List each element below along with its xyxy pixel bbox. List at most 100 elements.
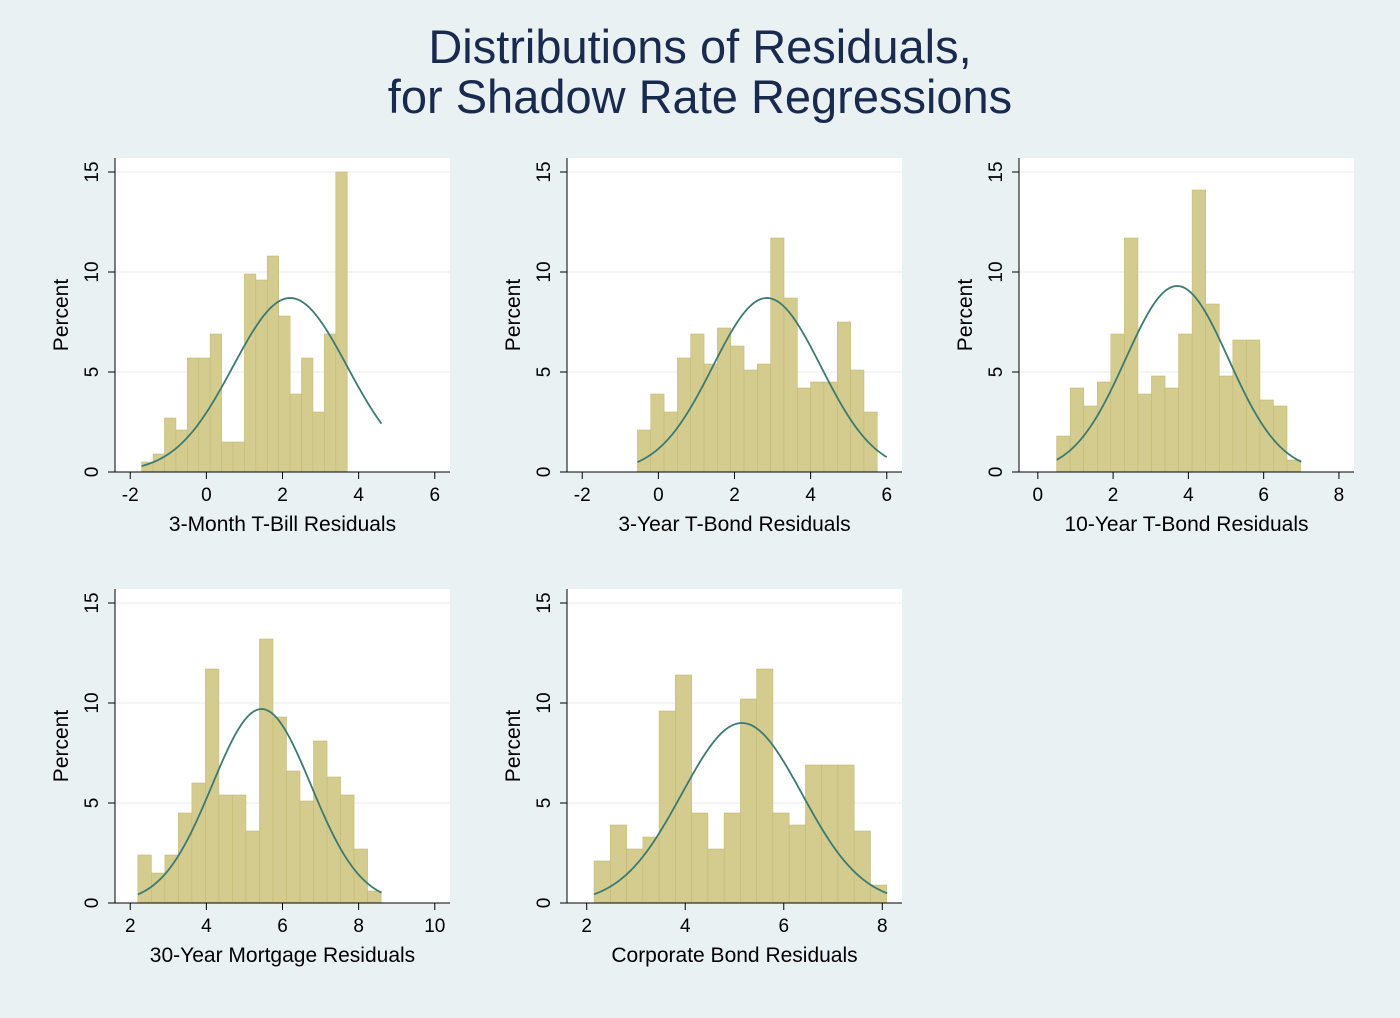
x-tick-label: 10	[424, 916, 445, 937]
histogram-bar	[797, 387, 811, 473]
histogram-bar	[1246, 339, 1261, 473]
histogram-bar	[1218, 375, 1234, 473]
histogram-bar	[743, 369, 758, 473]
histogram-bar	[593, 860, 611, 904]
y-tick-label: 0	[534, 898, 555, 909]
histogram-bar	[164, 417, 177, 473]
y-tick-label: 0	[534, 467, 555, 478]
histogram-bar	[301, 357, 314, 473]
histogram-bar	[286, 770, 301, 904]
histogram-panel-2: -2 0 2 4 6 0 5 10 15 3-Year T-Bond Residuals Perce…	[502, 158, 902, 536]
y-tick-label: 5	[534, 367, 555, 378]
histogram-bar	[610, 824, 627, 904]
x-axis-title: 10-Year T-Bond Residuals	[1065, 513, 1309, 536]
y-tick-label: 0	[82, 467, 103, 478]
normal-density-curve	[637, 297, 888, 463]
histogram-bar	[1273, 405, 1288, 473]
histogram-bar	[770, 237, 785, 473]
x-tick-label: 2	[1108, 485, 1119, 506]
y-tick-label: 5	[534, 798, 555, 809]
x-tick-label: 4	[805, 485, 816, 506]
y-axis-title: Percent	[954, 279, 977, 352]
histogram-bar	[717, 327, 731, 473]
histogram-bar	[788, 824, 806, 904]
histogram-bar	[1164, 387, 1179, 473]
histogram-bar	[1178, 333, 1193, 473]
histogram-bar	[810, 381, 825, 473]
x-tick-label: 4	[201, 916, 212, 937]
histogram-bar	[863, 411, 878, 473]
histogram-bar	[756, 668, 774, 904]
histogram-bar	[1205, 303, 1220, 473]
x-tick-label: 0	[1033, 485, 1044, 506]
y-tick-label: 5	[82, 367, 103, 378]
y-tick-label: 10	[534, 261, 555, 282]
x-tick-label: 6	[1258, 485, 1269, 506]
y-tick-label: 15	[534, 592, 555, 613]
histogram-bar	[272, 716, 287, 904]
histogram-bar	[783, 297, 798, 473]
histogram-bar	[772, 812, 790, 904]
histogram-bar	[637, 429, 652, 473]
x-axis-title: 3-Month T-Bill Residuals	[169, 513, 396, 536]
y-tick-label: 10	[534, 692, 555, 713]
histogram-bar	[289, 393, 302, 473]
normal-density-curve	[1056, 285, 1302, 463]
histogram-bar	[178, 812, 193, 904]
histogram-bar	[324, 333, 337, 473]
y-tick-label: 10	[82, 692, 103, 713]
x-tick-label: 2	[277, 485, 288, 506]
histogram-bar	[266, 255, 279, 473]
x-tick-label: 2	[125, 916, 136, 937]
y-axis-title: Percent	[502, 279, 525, 352]
histogram-bar	[1069, 387, 1085, 473]
y-axis-title: Percent	[50, 710, 73, 783]
x-tick-label: 2	[729, 485, 740, 506]
x-axis-title: 30-Year Mortgage Residuals	[150, 944, 415, 967]
x-tick-label: 2	[581, 916, 592, 937]
y-tick-label: 0	[82, 898, 103, 909]
y-tick-label: 15	[82, 592, 103, 613]
histogram-bar	[232, 441, 245, 473]
histogram-bar	[730, 345, 745, 473]
x-tick-label: 6	[778, 916, 789, 937]
x-tick-label: 8	[353, 916, 364, 937]
histogram-bar	[218, 794, 233, 904]
chart-title-line-2: for Shadow Rate Regressions	[387, 70, 1013, 123]
histogram-bar	[1124, 237, 1139, 473]
histogram-bar	[740, 698, 757, 904]
x-axis-title: Corporate Bond Residuals	[611, 944, 857, 967]
x-tick-label: 0	[653, 485, 664, 506]
normal-density-curve	[593, 722, 888, 896]
y-tick-label: 10	[986, 261, 1007, 282]
histogram-bar	[367, 890, 382, 904]
y-tick-label: 15	[82, 161, 103, 182]
histogram-bar	[340, 794, 355, 904]
histogram-bar	[836, 321, 851, 473]
histogram-bar	[221, 441, 234, 473]
histogram-bar	[326, 776, 341, 904]
histogram-bar	[658, 710, 676, 904]
histogram-bar	[164, 854, 179, 904]
x-tick-label: -2	[574, 485, 591, 506]
histogram-bar	[707, 848, 725, 904]
histogram-bar	[255, 279, 268, 473]
histogram-bar	[626, 848, 644, 904]
histogram-bar	[1110, 333, 1125, 473]
histogram-bar	[650, 393, 665, 473]
histogram-bar	[677, 357, 692, 473]
histogram-panel-3: 0 2 4 6 8 0 5 10 15 10-Year T-Bond Residuals Perce…	[954, 158, 1354, 536]
histogram-bar	[853, 830, 871, 904]
histogram-bar	[245, 830, 260, 904]
histogram-bar	[805, 764, 822, 904]
y-tick-label: 15	[534, 161, 555, 182]
x-tick-label: 6	[429, 485, 440, 506]
normal-density-curve	[137, 708, 382, 896]
histogram-bar	[232, 794, 247, 904]
histogram-bar	[299, 800, 314, 904]
histogram-bar	[1191, 189, 1206, 473]
y-tick-label: 0	[986, 467, 1007, 478]
normal-density-curve	[141, 297, 383, 467]
histogram-bar	[312, 411, 325, 473]
histogram-bar	[137, 854, 152, 904]
